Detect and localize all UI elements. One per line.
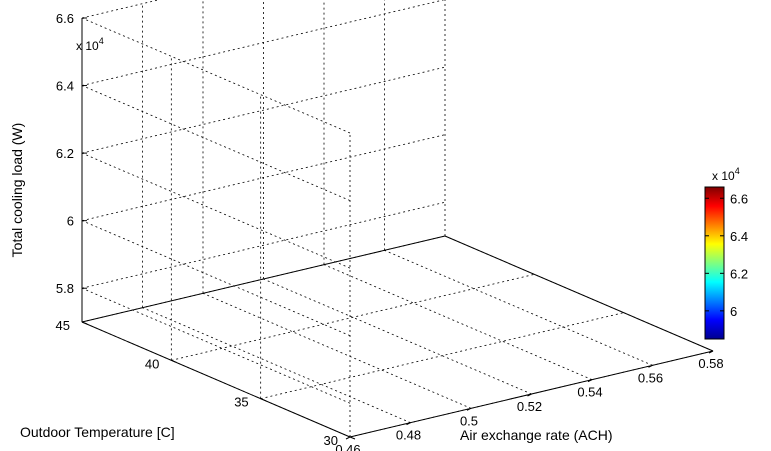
colorbar-tick-label: 6.2	[730, 266, 748, 281]
side-wall-gridline	[81, 220, 351, 337]
y-tick-label: 35	[234, 395, 248, 410]
x-tick-label: 0.5	[460, 413, 478, 428]
floor-gridline	[323, 264, 593, 381]
x-tick-label: 0.52	[517, 399, 542, 414]
x-tick-mark	[527, 393, 532, 397]
colorbar-tick-label: 6.6	[730, 191, 748, 206]
x-tick-mark	[345, 436, 351, 440]
box-edge	[444, 235, 714, 352]
y-tick-label: 30	[324, 433, 338, 448]
x-tick-mark	[406, 422, 411, 426]
x-tick-mark	[648, 364, 653, 368]
z-tick-label: 6.4	[56, 79, 74, 94]
side-wall-gridline	[81, 85, 351, 201]
x-tick-label: 0.46	[335, 442, 360, 451]
side-wall-gridline	[81, 287, 351, 404]
colorbar-ticks: 6 6.2 6.4 6.6	[705, 191, 748, 319]
y-tick-label: 40	[145, 356, 159, 371]
y-tick-mark	[81, 321, 88, 325]
y-tick-mark	[260, 398, 266, 402]
colorbar-tick-label: 6	[730, 304, 737, 319]
side-wall-gridline	[81, 17, 351, 134]
colorbar-tick-label: 6.4	[730, 229, 748, 244]
colorbar-exponent: x 104	[712, 166, 740, 183]
x-tick-mark	[587, 379, 593, 383]
z-tick-label: 6.6	[56, 11, 74, 26]
back-wall-gridline	[81, 201, 446, 289]
axis-ticks: 0.46 0.48 0.5 0.52 0.54 0.56 0.58 30 35 40 45 5.8 6 6…	[56, 11, 724, 451]
back-wall-gridline	[81, 0, 445, 86]
z-exponent-power: 4	[99, 36, 104, 46]
x-tick-mark	[708, 350, 714, 354]
x-tick-label: 0.54	[577, 385, 602, 400]
back-wall-gridline	[81, 66, 446, 154]
x-tick-label: 0.48	[396, 428, 421, 443]
back-wall-gridline	[81, 134, 446, 222]
floor-gridline	[263, 278, 532, 395]
x-axis-label: Air exchange rate (ACH)	[460, 427, 613, 443]
colorbar-exponent-power: 4	[735, 166, 740, 176]
z-axis-label: Total cooling load (W)	[9, 123, 25, 258]
y-axis-label: Outdoor Temperature [C]	[20, 424, 175, 440]
colorbar-exponent-base: x 10	[712, 169, 735, 183]
floor-gridline	[171, 273, 535, 361]
z-tick-label: 6	[67, 214, 74, 229]
side-wall-gridline	[81, 152, 351, 269]
y-tick-mark	[171, 359, 177, 363]
floor-gridline	[142, 307, 411, 424]
colorbar: x 104 6 6.2 6.4 6.6	[704, 166, 748, 340]
axes-grid	[81, 0, 714, 438]
z-axis-exponent: x 104	[76, 36, 104, 53]
x-tick-label: 0.58	[698, 356, 723, 371]
x-tick-label: 0.56	[638, 370, 663, 385]
floor-gridline	[260, 312, 624, 400]
box-edge	[81, 235, 446, 323]
z-exponent-base: x 10	[76, 39, 99, 53]
z-tick-label: 5.8	[56, 281, 74, 296]
y-tick-label: 45	[56, 318, 70, 333]
z-tick-label: 6.2	[56, 146, 74, 161]
y-axis-line	[81, 321, 351, 438]
y-tick-mark	[349, 436, 356, 440]
colorbar-gradient	[704, 186, 725, 340]
x-tick-mark	[466, 407, 472, 411]
floor-gridline	[202, 292, 472, 409]
floor-gridline	[384, 249, 653, 366]
